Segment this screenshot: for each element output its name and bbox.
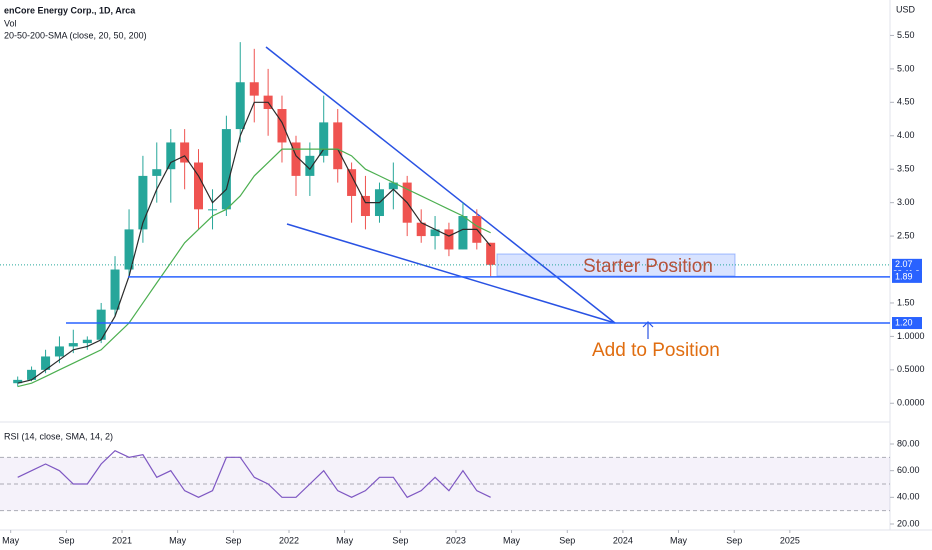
candle-body	[166, 142, 176, 170]
candle-body	[138, 175, 148, 230]
x-tick-label: May	[670, 535, 688, 545]
rsi-label: RSI (14, close, SMA, 14, 2)	[4, 431, 113, 441]
price-tag	[892, 270, 922, 283]
candle-body	[249, 82, 259, 96]
indicator-label: 20-50-200-SMA (close, 20, 50, 200)	[4, 30, 147, 40]
candle-body	[416, 222, 426, 237]
y-tick-label: 3.00	[897, 197, 915, 207]
x-tick-label: 2023	[446, 535, 466, 545]
candle-body	[194, 162, 204, 210]
y-tick-label: 1.50	[897, 297, 915, 307]
sma-line	[17, 101, 492, 384]
x-tick-label: 2021	[112, 535, 132, 545]
annotation: Add to Position	[592, 340, 720, 361]
y-tick-label: 4.00	[897, 130, 915, 140]
candle-body	[68, 343, 78, 347]
y-tick-label: 2.50	[897, 230, 915, 240]
plot: 0.0000 0.5000 1.0000 1.50 2.50 3.00 3.50 4.00 4.…	[0, 30, 925, 545]
candle-body	[27, 369, 37, 380]
chart-title: enCore Energy Corp., 1D, Arca	[4, 5, 136, 15]
volume-label: Vol	[4, 18, 17, 28]
currency: USD	[896, 4, 916, 14]
candle-body	[235, 82, 245, 130]
x-tick-label: 2025	[780, 535, 800, 545]
y-tick-label: 5.00	[897, 63, 915, 73]
candle-body	[388, 182, 398, 190]
candle-body	[360, 195, 370, 217]
candle-body	[124, 229, 134, 270]
x-tick-label: Sep	[392, 535, 408, 545]
candle-body	[347, 169, 357, 196]
candle-body	[82, 339, 92, 344]
candle-body	[305, 155, 315, 176]
x-tick-label: Sep	[559, 535, 575, 545]
candle-body	[96, 309, 106, 340]
sma-line	[17, 148, 491, 388]
candle-body	[54, 346, 64, 357]
x-tick-label: May	[169, 535, 187, 545]
x-tick-label: Sep	[58, 535, 74, 545]
x-tick-label: May	[336, 535, 354, 545]
candle-body	[430, 229, 440, 237]
rsi-line	[17, 449, 491, 499]
candle-body	[291, 142, 301, 176]
candle-body	[110, 269, 120, 310]
arrow-head	[642, 321, 654, 328]
x-tick-label: Sep	[225, 535, 241, 545]
candle-body	[444, 229, 454, 250]
trendline-lower	[286, 223, 616, 324]
candle-body	[208, 209, 218, 211]
x-tick-label: 2022	[279, 535, 299, 545]
candle-body	[152, 169, 162, 176]
y-tick-label: 3.50	[897, 164, 915, 174]
y-tick-label: 60.00	[897, 465, 920, 475]
price-tag-label: 2.07	[895, 259, 913, 269]
candle-body	[13, 379, 23, 384]
price-tag-label: 1.89	[895, 271, 913, 281]
x-tick-label: 2024	[613, 535, 633, 545]
x-tick-label: May	[2, 535, 20, 545]
y-tick-label: 0.5000	[897, 364, 925, 374]
y-tick-label: 5.50	[897, 30, 915, 40]
y-tick-label: 80.00	[897, 438, 920, 448]
x-tick-label: Sep	[726, 535, 742, 545]
y-tick-label: 40.00	[897, 492, 920, 502]
candle-body	[221, 129, 231, 210]
candle-body	[486, 242, 496, 265]
candle-body	[458, 216, 468, 250]
candle-body	[41, 356, 51, 370]
candle-body	[180, 142, 190, 163]
price-tag-label: 1.20	[895, 317, 913, 327]
x-tick-label: May	[503, 535, 521, 545]
candle-body	[277, 109, 287, 143]
candle-body	[319, 122, 329, 156]
y-tick-label: 20.00	[897, 518, 920, 528]
candle-body	[333, 122, 343, 170]
price-tag	[892, 317, 922, 330]
y-tick-label: 1.0000	[897, 331, 925, 341]
annotation: Starter Position	[583, 256, 713, 277]
y-tick-label: 4.50	[897, 97, 915, 107]
y-tick-label: 0.0000	[897, 398, 925, 408]
